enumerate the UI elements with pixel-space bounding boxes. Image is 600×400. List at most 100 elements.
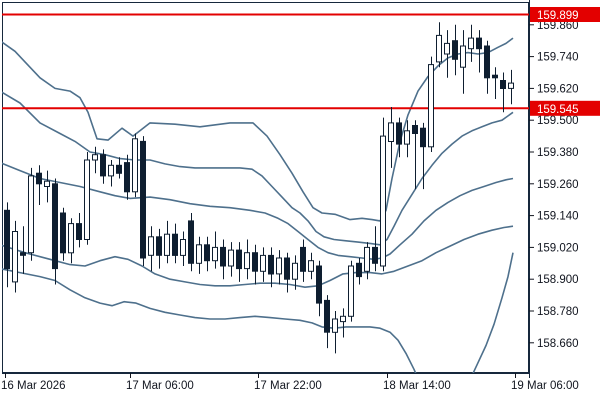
candle-bearish (52, 178, 58, 285)
middle-band-lower-line (2, 225, 514, 289)
candle-bullish (468, 24, 474, 62)
candle-body (468, 37, 474, 50)
candle-body (284, 257, 290, 280)
candle-body (348, 265, 354, 317)
candle-bearish (100, 149, 106, 184)
middle-band-upper-line (2, 162, 514, 261)
candle-body (132, 138, 138, 193)
y-tick-label: 159.140 (537, 211, 579, 223)
candle-body (156, 236, 162, 256)
candle-bullish (292, 255, 298, 290)
candle-bullish (12, 220, 18, 293)
candle-body (60, 212, 66, 254)
candle-body (84, 159, 90, 240)
y-tick-label: 159.380 (537, 147, 579, 159)
y-tick-label: 159.020 (537, 242, 579, 254)
candle-bullish (444, 30, 450, 78)
candle-body (244, 252, 250, 270)
candle-body (236, 249, 242, 270)
candle-bearish (324, 295, 330, 349)
candle-body (460, 45, 466, 68)
candle-bearish (420, 122, 426, 190)
candle-bearish (156, 228, 162, 269)
y-tick-label: 158.660 (537, 338, 579, 350)
y-tick-label: 158.780 (537, 306, 579, 318)
candle-bullish (348, 260, 354, 322)
candle-bullish (180, 231, 186, 266)
candle-body (92, 154, 98, 161)
candle-body (452, 40, 458, 60)
candle-body (212, 246, 218, 262)
candle-bearish (484, 40, 490, 94)
candle-bearish (4, 202, 10, 288)
candle-bearish (412, 120, 418, 190)
candle-bearish (372, 226, 378, 272)
candle-bullish (92, 146, 98, 174)
candle-bearish (452, 24, 458, 76)
candle-body (308, 260, 314, 272)
candle-body (204, 244, 210, 262)
candle-bearish (476, 30, 482, 73)
candle-bullish (508, 69, 514, 105)
candle-body (292, 262, 298, 280)
candle-bearish (124, 154, 130, 200)
candle-bullish (108, 160, 114, 187)
candle-body (404, 130, 410, 145)
candle-body (220, 246, 226, 267)
plot-layer (2, 13, 529, 373)
candle-bearish (220, 239, 226, 280)
candle-body (428, 64, 434, 148)
candle-bullish (260, 247, 266, 282)
candle-bullish (388, 107, 394, 168)
candle-bullish (228, 242, 234, 277)
candle-body (140, 140, 146, 259)
candle-body (4, 209, 10, 270)
candle-body (188, 220, 194, 264)
candle-bullish (340, 308, 346, 338)
candle-bullish (28, 167, 34, 261)
candle-bearish (76, 213, 82, 248)
candle-body (484, 45, 490, 79)
price-badge-bg (530, 7, 600, 22)
candle-bullish (460, 30, 466, 94)
candle-bullish (84, 152, 90, 245)
candle-bullish (308, 252, 314, 280)
x-tick-label: 16 Mar 2026 (1, 380, 66, 392)
price-badge-bg (530, 100, 600, 116)
candle-bullish (380, 117, 386, 272)
y-tick-label: 158.900 (537, 274, 579, 286)
lower-band-outer-line (2, 252, 514, 373)
candle-body (180, 239, 186, 256)
candle-bullish (196, 236, 202, 274)
candle-bearish (116, 157, 122, 179)
y-tick-label: 159.260 (537, 179, 579, 191)
candle-body (436, 34, 442, 63)
candle-bearish (20, 226, 26, 274)
candle-body (196, 244, 202, 264)
candle-bullish (436, 22, 442, 68)
candle-body (172, 233, 178, 256)
candle-bearish (140, 136, 146, 266)
candle-body (420, 127, 426, 148)
candle-bullish (428, 56, 434, 152)
candle-bullish (332, 311, 338, 354)
candle-body (396, 122, 402, 145)
price-badge-0: 159.899 (530, 7, 600, 22)
candle-body (324, 299, 330, 333)
candle-body (412, 125, 418, 134)
candle-bearish (356, 258, 362, 285)
candle-body (68, 223, 74, 254)
candle-bearish (300, 239, 306, 282)
candle-bullish (44, 170, 50, 203)
x-tick-label: 17 Mar 06:00 (126, 380, 194, 392)
candle-body (164, 233, 170, 256)
candle-bearish (204, 236, 210, 272)
candle-bearish (492, 67, 498, 99)
candle-body (100, 154, 106, 177)
candle-body (388, 122, 394, 143)
candle-bearish (268, 247, 274, 288)
candle-bearish (500, 72, 506, 113)
y-tick-label: 159.500 (537, 115, 579, 127)
